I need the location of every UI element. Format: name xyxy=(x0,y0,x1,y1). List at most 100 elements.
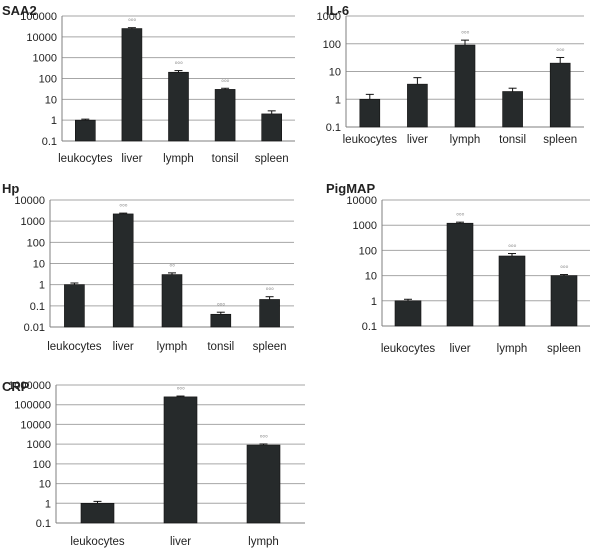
y-tick-label: 1 xyxy=(51,115,57,127)
y-tick-label: 0.1 xyxy=(36,518,51,530)
y-tick-label: 10 xyxy=(365,271,377,283)
bar-liver xyxy=(163,396,198,524)
y-tick-label: 10 xyxy=(45,94,57,106)
category-label-spleen: spleen xyxy=(255,153,289,165)
category-label-leukocytes: leukocytes xyxy=(47,341,102,353)
chart-title: Hp xyxy=(2,181,19,196)
chart-title: PigMAP xyxy=(326,181,375,196)
category-label-lymph: lymph xyxy=(450,134,481,146)
bar-spleen xyxy=(261,113,283,142)
bar-spleen xyxy=(550,275,578,327)
bar-lymph xyxy=(168,71,189,142)
bar-leukocytes xyxy=(394,300,422,327)
y-tick-label: 10000 xyxy=(26,32,57,44)
bar-liver xyxy=(112,213,134,328)
chart-title: IL-6 xyxy=(326,3,349,18)
bar-liver xyxy=(407,83,428,128)
y-tick-label: 1 xyxy=(335,94,341,106)
significance-mark-liver: °°° xyxy=(456,212,464,221)
category-label-tonsil: tonsil xyxy=(499,134,526,146)
category-label-lymph: lymph xyxy=(157,341,188,353)
chart-panel-crp: CRP 0.1 1 10 100 1000 10000 100000 1000000 leukoc… xyxy=(2,379,305,548)
bar-liver xyxy=(446,222,474,327)
significance-mark-spleen: °°° xyxy=(266,287,274,296)
y-tick-label: 10000 xyxy=(20,419,51,431)
bar-lymph xyxy=(246,444,281,524)
y-tick-label: 0.1 xyxy=(30,301,45,313)
category-label-spleen: spleen xyxy=(543,134,577,146)
y-tick-label: 1000 xyxy=(33,53,57,65)
y-tick-label: 1000 xyxy=(317,11,341,23)
bar-lymph xyxy=(454,44,476,128)
chart-title: CRP xyxy=(2,379,30,394)
significance-mark-lymph: °°° xyxy=(461,30,469,39)
chart-panel-saa2: SAA2 0.1 1 10 100 1000 10000 100000 leukocytes °°… xyxy=(2,3,295,165)
y-tick-label: 100 xyxy=(33,459,51,471)
y-tick-label: 1000 xyxy=(353,220,377,232)
y-tick-label: 100 xyxy=(39,74,57,86)
y-tick-label: 100000 xyxy=(20,11,57,23)
y-tick-label: 10 xyxy=(329,67,341,79)
y-tick-label: 0.1 xyxy=(326,122,341,134)
category-label-leukocytes: leukocytes xyxy=(343,134,398,146)
significance-mark-liver: °°° xyxy=(176,386,184,395)
category-label-lymph: lymph xyxy=(497,343,528,355)
y-tick-label: 1000 xyxy=(27,439,51,451)
y-tick-label: 1000000 xyxy=(8,380,51,392)
bar-leukocytes xyxy=(80,502,115,524)
category-label-tonsil: tonsil xyxy=(207,341,234,353)
bar-leukocytes xyxy=(75,119,96,142)
category-label-lymph: lymph xyxy=(163,153,194,165)
bar-spleen xyxy=(549,62,571,128)
bar-tonsil xyxy=(214,89,236,142)
y-tick-label: 100000 xyxy=(14,400,51,412)
y-tick-label: 1 xyxy=(371,296,377,308)
category-label-liver: liver xyxy=(170,536,191,548)
significance-mark-lymph: °°° xyxy=(508,244,516,253)
significance-mark-liver: °°° xyxy=(128,18,136,27)
significance-mark-lymph: °° xyxy=(169,263,175,272)
significance-mark-liver: °°° xyxy=(119,203,127,212)
category-label-leukocytes: leukocytes xyxy=(381,343,436,355)
chart-title: SAA2 xyxy=(2,3,37,18)
y-tick-label: 100 xyxy=(359,245,377,257)
bar-spleen xyxy=(259,299,280,328)
category-label-leukocytes: leukocytes xyxy=(70,536,125,548)
y-tick-label: 0.1 xyxy=(362,321,377,333)
significance-mark-lymph: °°° xyxy=(174,61,182,70)
bar-tonsil xyxy=(502,91,523,128)
significance-mark-tonsil: °°° xyxy=(221,78,229,87)
category-label-liver: liver xyxy=(113,341,134,353)
significance-mark-spleen: °°° xyxy=(560,265,568,274)
y-tick-label: 1 xyxy=(45,498,51,510)
category-label-spleen: spleen xyxy=(253,341,287,353)
category-label-leukocytes: leukocytes xyxy=(58,153,113,165)
y-tick-label: 1000 xyxy=(21,216,45,228)
bar-tonsil xyxy=(210,313,232,328)
category-label-liver: liver xyxy=(449,343,470,355)
bar-lymph xyxy=(161,274,183,328)
category-label-spleen: spleen xyxy=(547,343,581,355)
significance-mark-spleen: °°° xyxy=(556,47,564,56)
y-tick-label: 0.01 xyxy=(24,322,45,334)
y-tick-label: 10000 xyxy=(14,195,45,207)
bar-leukocytes xyxy=(64,284,85,328)
significance-mark-lymph: °°° xyxy=(259,434,267,443)
chart-panel-hp: Hp 0.01 0.1 1 10 100 1000 10000 leukocytes °°° liv… xyxy=(2,181,294,353)
chart-panel-pigmap: PigMAP 0.1 1 10 100 1000 10000 leukocytes °°° liv… xyxy=(326,181,590,355)
bar-lymph xyxy=(498,255,526,327)
y-tick-label: 1 xyxy=(39,280,45,292)
chart-panel-il-6: IL-6 0.1 1 10 100 1000 leukocytes liver °°° lymph… xyxy=(317,3,584,146)
bar-liver xyxy=(121,28,143,142)
category-label-lymph: lymph xyxy=(248,536,279,548)
bar-leukocytes xyxy=(359,98,381,128)
y-tick-label: 10 xyxy=(33,259,45,271)
category-label-liver: liver xyxy=(407,134,428,146)
category-label-liver: liver xyxy=(121,153,142,165)
y-tick-label: 10000 xyxy=(346,195,377,207)
y-tick-label: 100 xyxy=(323,39,341,51)
y-tick-label: 0.1 xyxy=(42,136,57,148)
significance-mark-tonsil: °°° xyxy=(217,302,225,311)
y-tick-label: 10 xyxy=(39,479,51,491)
